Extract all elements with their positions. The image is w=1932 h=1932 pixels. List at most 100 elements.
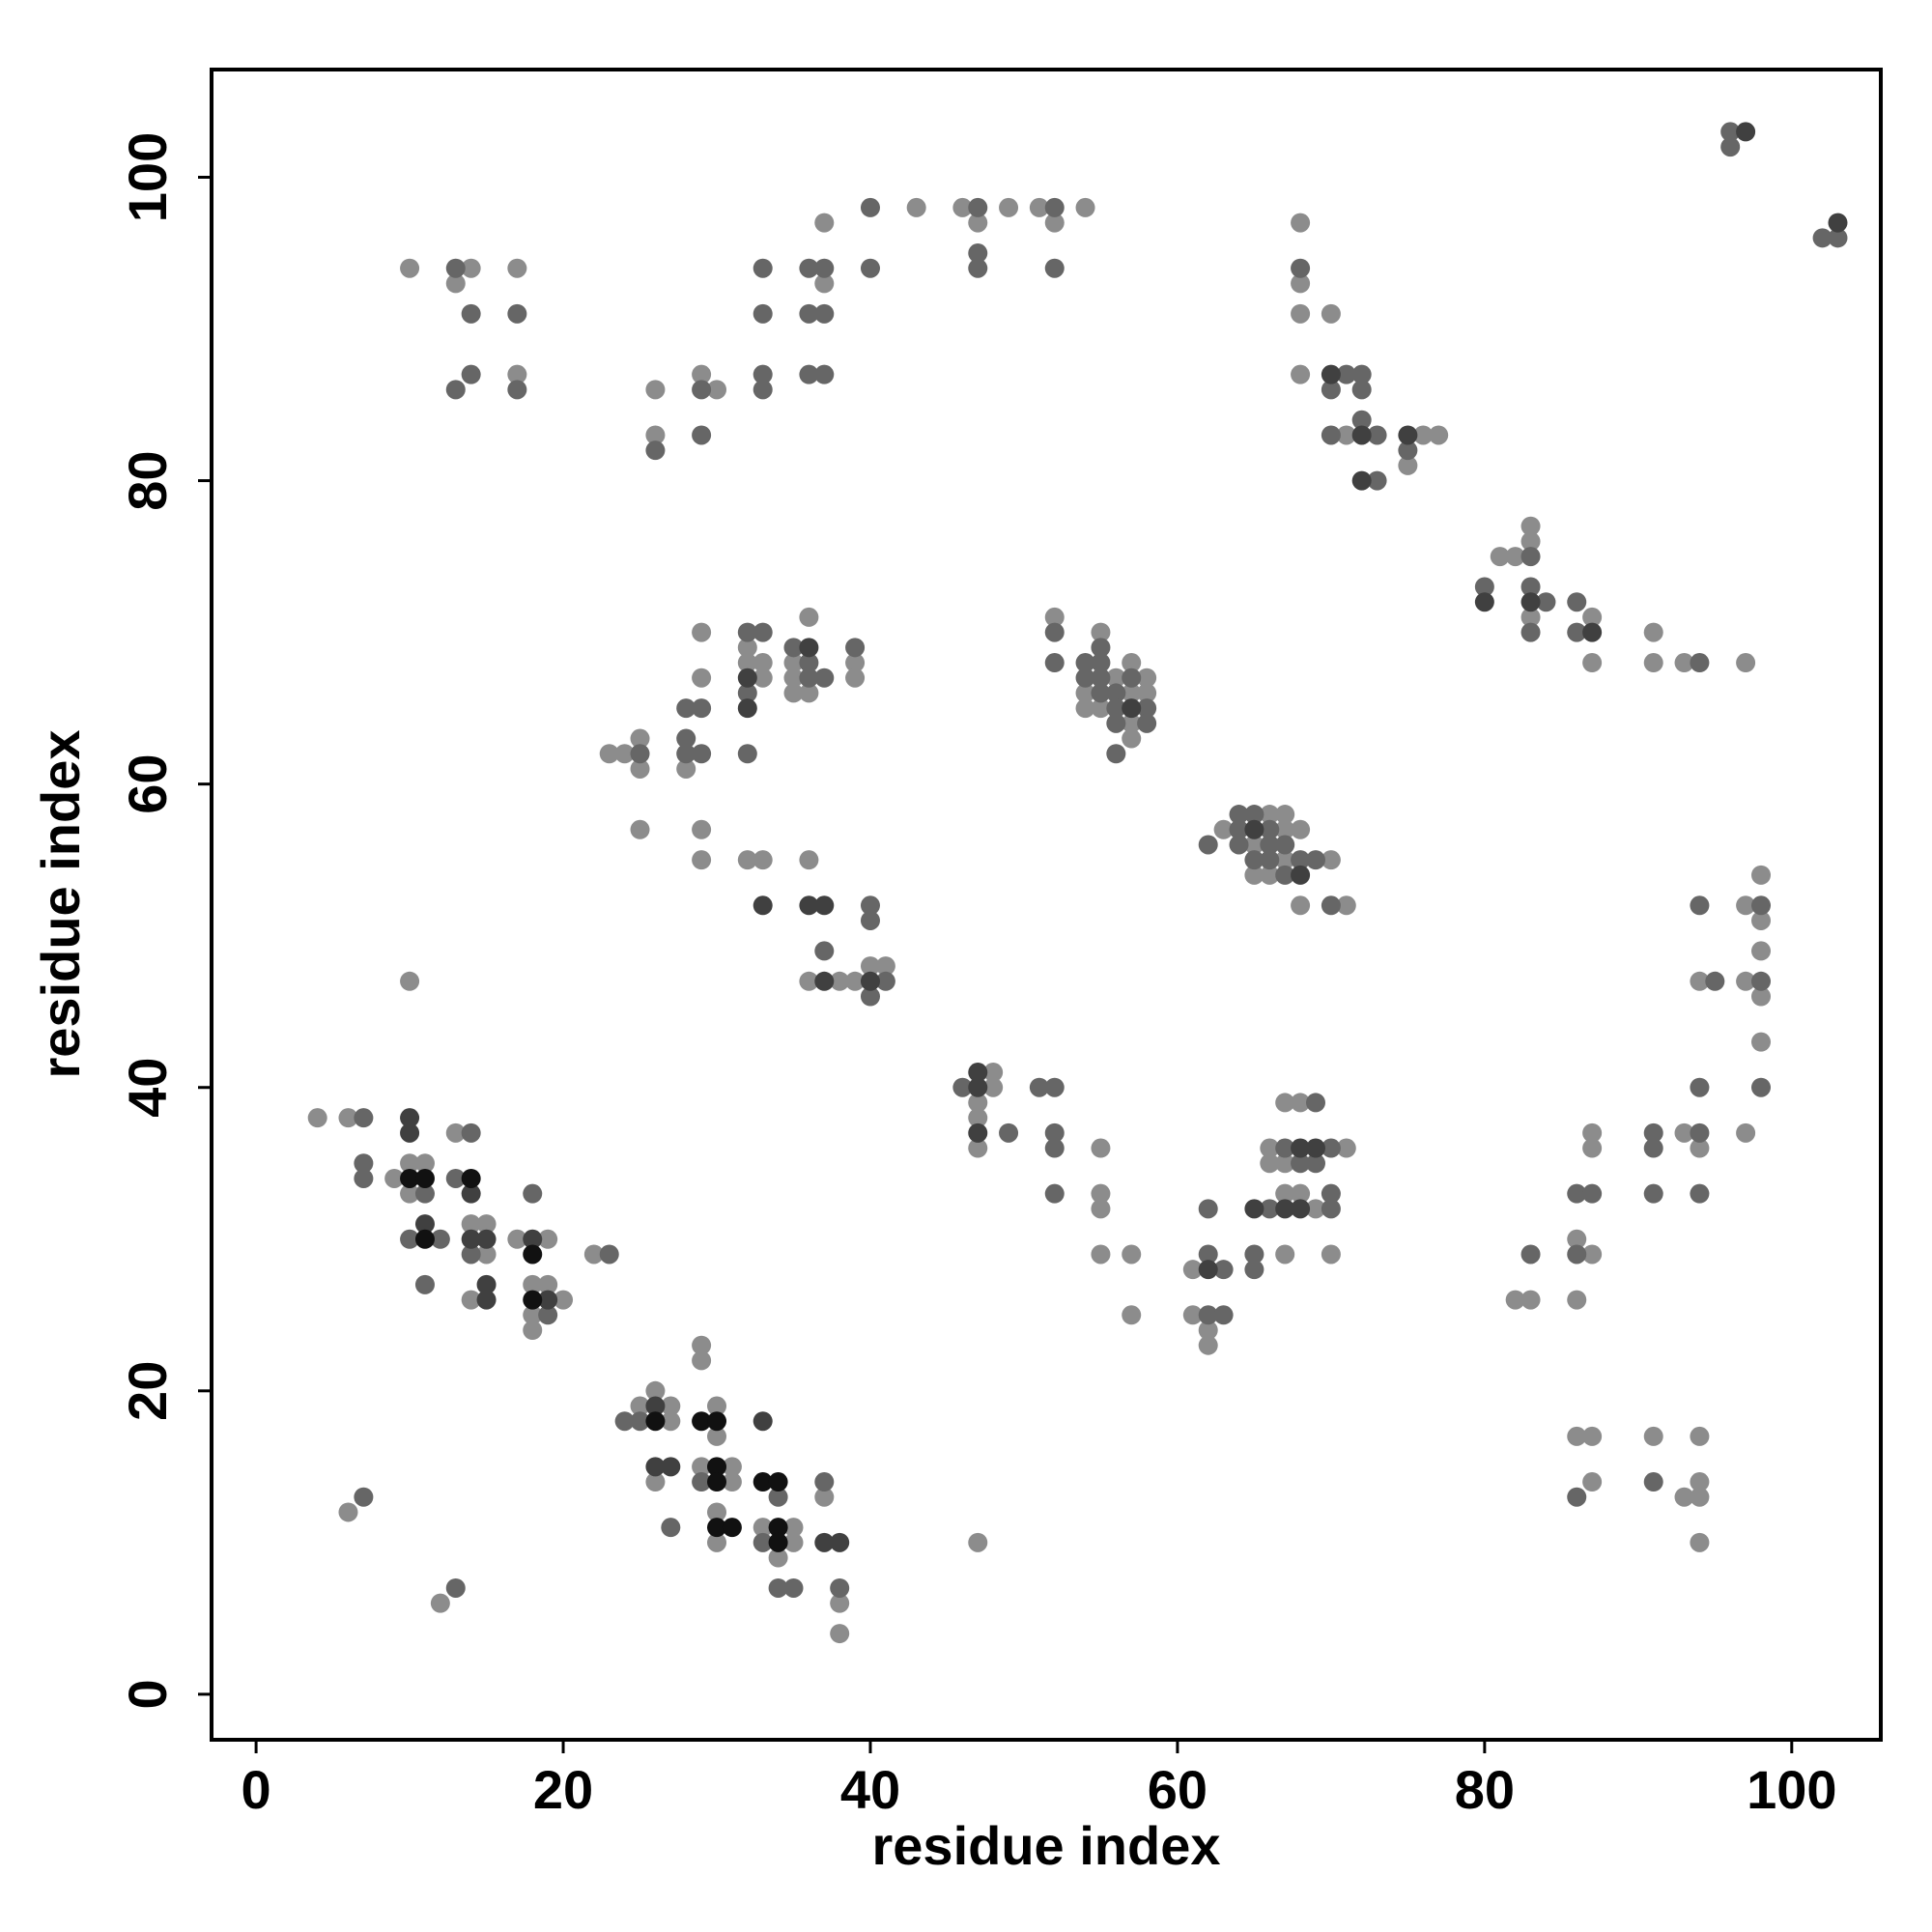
point xyxy=(1643,1138,1663,1158)
point xyxy=(860,971,880,991)
point xyxy=(523,1183,543,1204)
point xyxy=(1321,1244,1341,1264)
point xyxy=(737,683,757,703)
point xyxy=(1643,622,1663,642)
point xyxy=(661,1457,681,1477)
point xyxy=(1198,1199,1218,1219)
point xyxy=(1229,819,1249,839)
point xyxy=(630,819,650,839)
point xyxy=(461,258,481,278)
point xyxy=(737,698,757,719)
point xyxy=(814,364,835,384)
point xyxy=(1582,1426,1603,1446)
point xyxy=(1305,1093,1325,1113)
point xyxy=(1582,607,1603,627)
point xyxy=(1260,819,1280,839)
point xyxy=(1291,258,1311,278)
point xyxy=(1122,683,1142,703)
point xyxy=(661,1411,681,1432)
point xyxy=(599,1244,619,1264)
point xyxy=(507,258,527,278)
point xyxy=(968,1093,988,1113)
point xyxy=(1690,653,1710,673)
point xyxy=(1198,1260,1218,1280)
point xyxy=(799,895,819,916)
point xyxy=(799,364,819,384)
point xyxy=(814,895,835,916)
y-tick-label: 100 xyxy=(117,132,178,222)
point xyxy=(1044,1077,1065,1097)
point xyxy=(1291,303,1311,324)
point xyxy=(1336,1138,1356,1158)
point xyxy=(523,1274,543,1294)
point xyxy=(753,1518,773,1538)
point xyxy=(645,1396,666,1416)
x-axis-title: residue index xyxy=(871,1815,1220,1876)
point xyxy=(830,1624,850,1644)
point xyxy=(722,1518,742,1538)
point xyxy=(630,1396,650,1416)
point xyxy=(1751,895,1772,916)
point xyxy=(1244,1260,1264,1280)
point xyxy=(1137,713,1157,733)
y-tick-label: 80 xyxy=(117,450,178,510)
point xyxy=(1044,258,1065,278)
point xyxy=(968,1532,988,1552)
point xyxy=(630,728,650,749)
point xyxy=(1736,1122,1756,1143)
point xyxy=(692,744,712,764)
point xyxy=(645,1411,666,1432)
point xyxy=(1291,895,1311,916)
point xyxy=(1291,865,1311,885)
point xyxy=(692,380,712,400)
y-tick-label: 20 xyxy=(117,1361,178,1421)
point xyxy=(1291,1183,1311,1204)
point xyxy=(1505,1290,1525,1310)
point xyxy=(1351,470,1372,491)
point xyxy=(1305,1199,1325,1219)
point xyxy=(860,986,880,1007)
point xyxy=(1044,622,1065,642)
point xyxy=(1567,592,1587,612)
point xyxy=(1229,835,1249,855)
point xyxy=(1720,137,1741,157)
point xyxy=(1275,1093,1295,1113)
point xyxy=(860,258,880,278)
point xyxy=(1674,1487,1694,1507)
plot-frame xyxy=(210,68,1883,1742)
point xyxy=(1690,1138,1710,1158)
point xyxy=(692,668,712,688)
point xyxy=(753,364,773,384)
point xyxy=(1275,850,1295,870)
point xyxy=(338,1108,358,1128)
point xyxy=(445,1577,466,1598)
point xyxy=(1751,1032,1772,1052)
point xyxy=(968,197,988,217)
point xyxy=(845,638,866,658)
point xyxy=(875,971,895,991)
point xyxy=(1305,850,1325,870)
point xyxy=(1398,455,1418,475)
point xyxy=(1751,1077,1772,1097)
point xyxy=(645,380,666,400)
point xyxy=(722,1472,742,1492)
point xyxy=(968,258,988,278)
point xyxy=(1582,1472,1603,1492)
point xyxy=(676,698,696,719)
point xyxy=(1075,653,1095,673)
point xyxy=(1505,547,1525,567)
point xyxy=(1106,683,1126,703)
point xyxy=(1336,425,1356,445)
point xyxy=(1567,1229,1587,1249)
point xyxy=(1244,865,1264,885)
point xyxy=(875,956,895,977)
point xyxy=(1567,1183,1587,1204)
point xyxy=(1275,865,1295,885)
point xyxy=(968,1138,988,1158)
point xyxy=(1075,698,1095,719)
point xyxy=(1751,941,1772,961)
point xyxy=(1582,1183,1603,1204)
point xyxy=(1674,653,1694,673)
point xyxy=(1091,668,1111,688)
point xyxy=(1213,1305,1234,1325)
